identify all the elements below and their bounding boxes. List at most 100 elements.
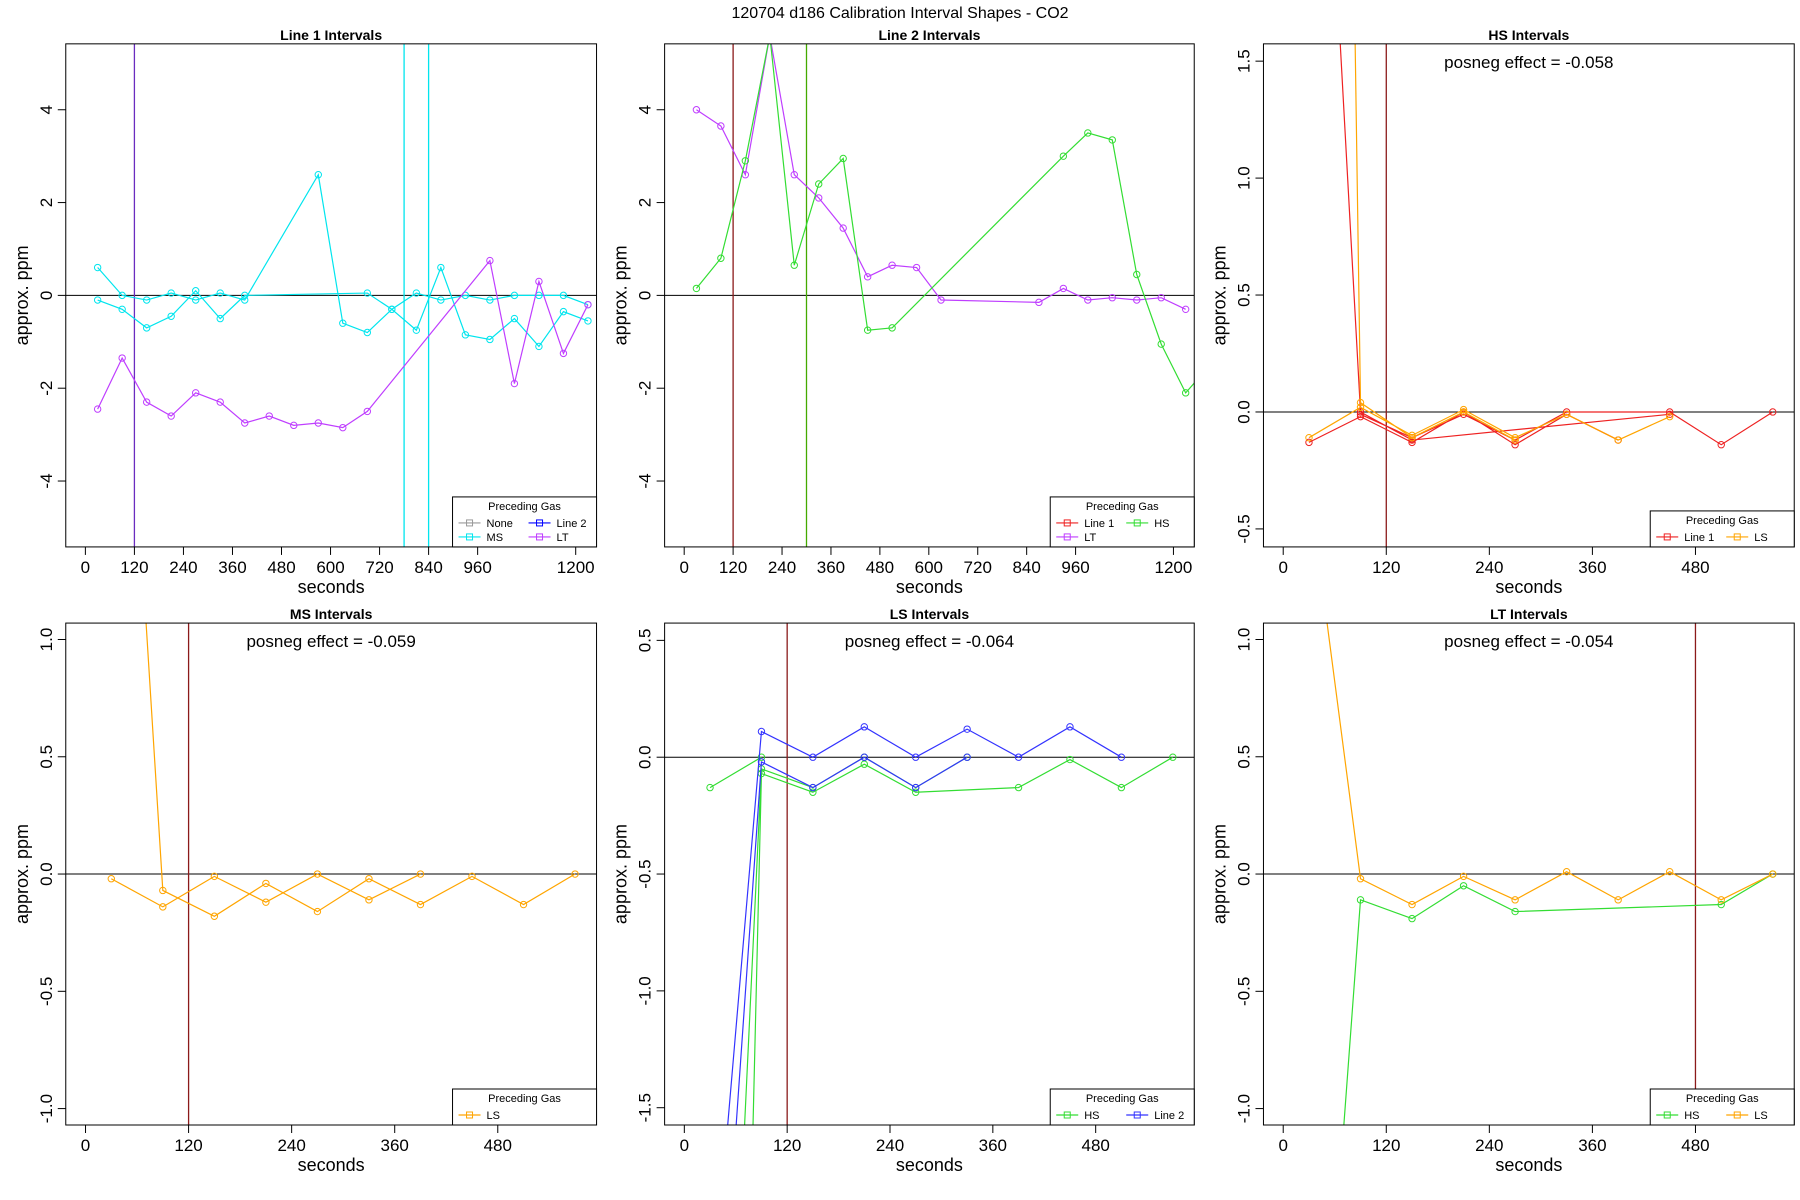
- annotation: posneg effect = -0.059: [246, 632, 415, 651]
- data-point: [724, 1128, 730, 1134]
- legend-marker: [1663, 533, 1671, 541]
- data-point: [192, 296, 200, 304]
- legend-label: HS: [1084, 1110, 1099, 1122]
- data-point: [1717, 900, 1725, 909]
- data-point: [118, 305, 126, 314]
- figure-title: 120704 d186 Calibration Interval Shapes …: [731, 5, 1068, 22]
- x-tick-label: 360: [1578, 1136, 1606, 1155]
- x-tick-label: 0: [81, 558, 90, 577]
- data-point: [1665, 408, 1674, 416]
- data-point: [363, 289, 372, 297]
- x-tick-label: 840: [414, 558, 442, 577]
- data-point: [1356, 408, 1365, 416]
- series-line: [727, 726, 1122, 1125]
- data-point: [365, 896, 373, 904]
- plot-area: [1263, 43, 1795, 547]
- data-point: [216, 314, 224, 323]
- data-point: [692, 106, 701, 114]
- panel: LS Intervals 0 120 240 360 480 -1.5 -1.0 -0.5 0.0…: [611, 606, 1195, 1175]
- data-point: [1717, 896, 1725, 904]
- data-point: [1562, 410, 1571, 419]
- data-point: [437, 263, 445, 272]
- y-tick-label: 1.5: [1234, 49, 1253, 73]
- legend: Preceding Gas Line 1 LS: [1649, 510, 1795, 548]
- data-point: [860, 760, 868, 768]
- data-point: [1169, 753, 1177, 761]
- series-line: [695, 43, 1195, 394]
- x-tick-label: 360: [979, 1136, 1007, 1155]
- data-point: [535, 342, 543, 351]
- data-point: [809, 753, 817, 761]
- data-point: [1133, 270, 1141, 279]
- data-point: [815, 194, 823, 202]
- x-tick-label: 480: [1681, 558, 1709, 577]
- x-axis-label: seconds: [1495, 1155, 1562, 1175]
- data-point: [733, 1128, 739, 1134]
- series-line: [709, 756, 1174, 1125]
- data-point: [142, 398, 151, 406]
- x-tick-label: 360: [1578, 558, 1606, 577]
- y-tick-label: -0.5: [636, 859, 655, 888]
- legend-label: LS: [1754, 1110, 1767, 1122]
- y-tick-label: 2: [37, 198, 56, 207]
- plot-frame: [1262, 43, 1795, 548]
- x-tick-label: 600: [915, 558, 943, 577]
- legend-label: LS: [1754, 532, 1767, 544]
- data-point: [416, 900, 425, 909]
- y-tick-label: 0.0: [636, 745, 655, 769]
- data-point: [142, 613, 148, 619]
- data-point: [1408, 436, 1416, 444]
- data-point: [486, 335, 494, 344]
- legend-label: MS: [487, 532, 504, 544]
- data-point: [1562, 867, 1571, 876]
- legend-box: [1649, 1088, 1795, 1126]
- data-point: [1059, 284, 1068, 293]
- y-axis-label: approx. ppm: [1209, 824, 1229, 924]
- data-point: [757, 758, 766, 766]
- y-tick-label: 0.0: [37, 862, 56, 886]
- data-point: [717, 254, 725, 262]
- x-tick-label: 360: [381, 1136, 409, 1155]
- data-point: [262, 879, 270, 888]
- data-point: [519, 900, 528, 909]
- data-point: [1408, 431, 1416, 440]
- legend-label: None: [487, 518, 513, 530]
- panel: HS Intervals 0 120 240 360 480 -0.5 0.0 0.5 1.0 1.…: [1209, 27, 1795, 597]
- x-tick-label: 120: [174, 1136, 202, 1155]
- x-tick-label: 0: [1278, 1136, 1287, 1155]
- plot-area: [65, 43, 597, 547]
- data-point: [809, 783, 817, 792]
- x-tick-label: 120: [120, 558, 148, 577]
- data-point: [1133, 296, 1141, 304]
- data-point: [888, 324, 896, 332]
- plot-frame: [664, 622, 1195, 1126]
- data-point: [142, 296, 151, 304]
- data-point: [1769, 870, 1777, 878]
- data-point: [107, 875, 115, 883]
- x-tick-label: 0: [679, 558, 688, 577]
- legend-label: Line 2: [1154, 1110, 1184, 1122]
- data-point: [1340, 1129, 1346, 1135]
- series-line: [97, 172, 589, 348]
- data-point: [1014, 753, 1023, 761]
- y-tick-label: -1.0: [37, 1094, 56, 1123]
- data-point: [815, 180, 823, 188]
- data-point: [912, 263, 921, 272]
- x-tick-label: 360: [218, 558, 246, 577]
- data-point: [486, 296, 494, 304]
- data-point: [1511, 436, 1519, 444]
- data-point: [416, 870, 425, 878]
- data-point: [741, 1128, 747, 1134]
- legend: Preceding Gas Line 1 LT HS: [1049, 496, 1195, 548]
- data-point: [290, 421, 298, 430]
- data-point: [241, 296, 249, 304]
- data-point: [1408, 900, 1416, 909]
- data-point: [93, 263, 102, 272]
- x-tick-label: 360: [817, 558, 845, 577]
- x-axis-label: seconds: [298, 577, 365, 597]
- data-point: [584, 317, 592, 325]
- data-point: [339, 423, 347, 432]
- data-point: [767, 32, 773, 38]
- x-tick-label: 960: [1061, 558, 1089, 577]
- y-tick-label: 1.0: [1234, 628, 1253, 652]
